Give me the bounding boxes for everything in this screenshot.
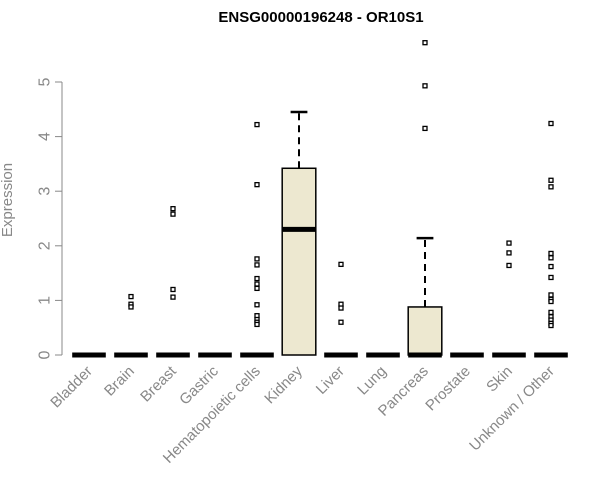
box-unknown-other — [534, 120, 568, 358]
outlier-point — [338, 319, 344, 325]
outlier-point — [254, 281, 260, 287]
outlier-point — [170, 286, 176, 293]
outlier-point — [254, 256, 260, 262]
outlier-point — [254, 285, 260, 292]
outlier-point — [254, 262, 260, 268]
outlier-point — [254, 321, 260, 328]
outlier-point — [548, 263, 554, 270]
outlier-point — [548, 255, 554, 261]
y-tick-label: 2 — [37, 241, 54, 250]
outlier-point — [422, 83, 428, 89]
y-axis-label: Expression — [0, 163, 16, 237]
box-iqr — [281, 167, 317, 356]
outlier-point — [128, 304, 134, 310]
x-tick-label: Brain — [101, 363, 138, 400]
y-tick-label: 5 — [37, 77, 54, 86]
outlier-point — [548, 292, 554, 298]
box-plot-group — [72, 40, 568, 358]
outlier-point — [548, 184, 554, 190]
outlier-point — [254, 302, 260, 308]
x-tick-label: Lung — [354, 363, 390, 399]
box-hematopoietic-cells — [240, 121, 274, 358]
outlier-point — [338, 305, 344, 311]
outlier-point — [254, 275, 260, 282]
y-tick-label: 4 — [37, 132, 54, 141]
box-pancreas — [407, 40, 443, 358]
x-tick-label: Breast — [137, 362, 180, 405]
outlier-point — [548, 274, 554, 281]
outlier-point — [548, 177, 554, 183]
box-skin — [492, 240, 526, 358]
y-tick-label: 1 — [37, 296, 54, 305]
x-tick-label: Skin — [483, 363, 516, 396]
x-tick-label: Bladder — [47, 363, 96, 412]
outlier-point — [548, 120, 554, 127]
outlier-point — [170, 206, 176, 212]
chart-title: ENSG00000196248 - OR10S1 — [218, 9, 423, 26]
outlier-point — [128, 293, 134, 300]
x-tick-label: Kidney — [261, 362, 306, 407]
x-tick-label: Prostate — [422, 363, 474, 415]
outlier-point — [548, 298, 554, 305]
outlier-point — [170, 294, 176, 300]
box-breast — [156, 206, 190, 358]
outlier-point — [506, 240, 512, 246]
outlier-point — [422, 125, 428, 132]
outlier-point — [548, 309, 554, 316]
outlier-point — [506, 262, 512, 269]
outlier-point — [506, 250, 512, 256]
y-axis: 0 1 2 3 4 5 — [37, 77, 63, 359]
outlier-point — [170, 211, 176, 217]
box-kidney — [281, 110, 317, 356]
outlier-point — [422, 40, 428, 46]
x-tick-label: Liver — [313, 363, 348, 398]
box-brain — [114, 293, 148, 358]
outlier-point — [254, 121, 260, 128]
y-tick-label: 0 — [37, 350, 54, 359]
outlier-point — [338, 261, 344, 268]
outlier-point — [548, 250, 554, 257]
outlier-point — [548, 322, 554, 329]
box-iqr — [407, 306, 443, 356]
outlier-point — [254, 181, 260, 188]
box-liver — [324, 261, 358, 358]
y-tick-label: 3 — [37, 187, 54, 196]
